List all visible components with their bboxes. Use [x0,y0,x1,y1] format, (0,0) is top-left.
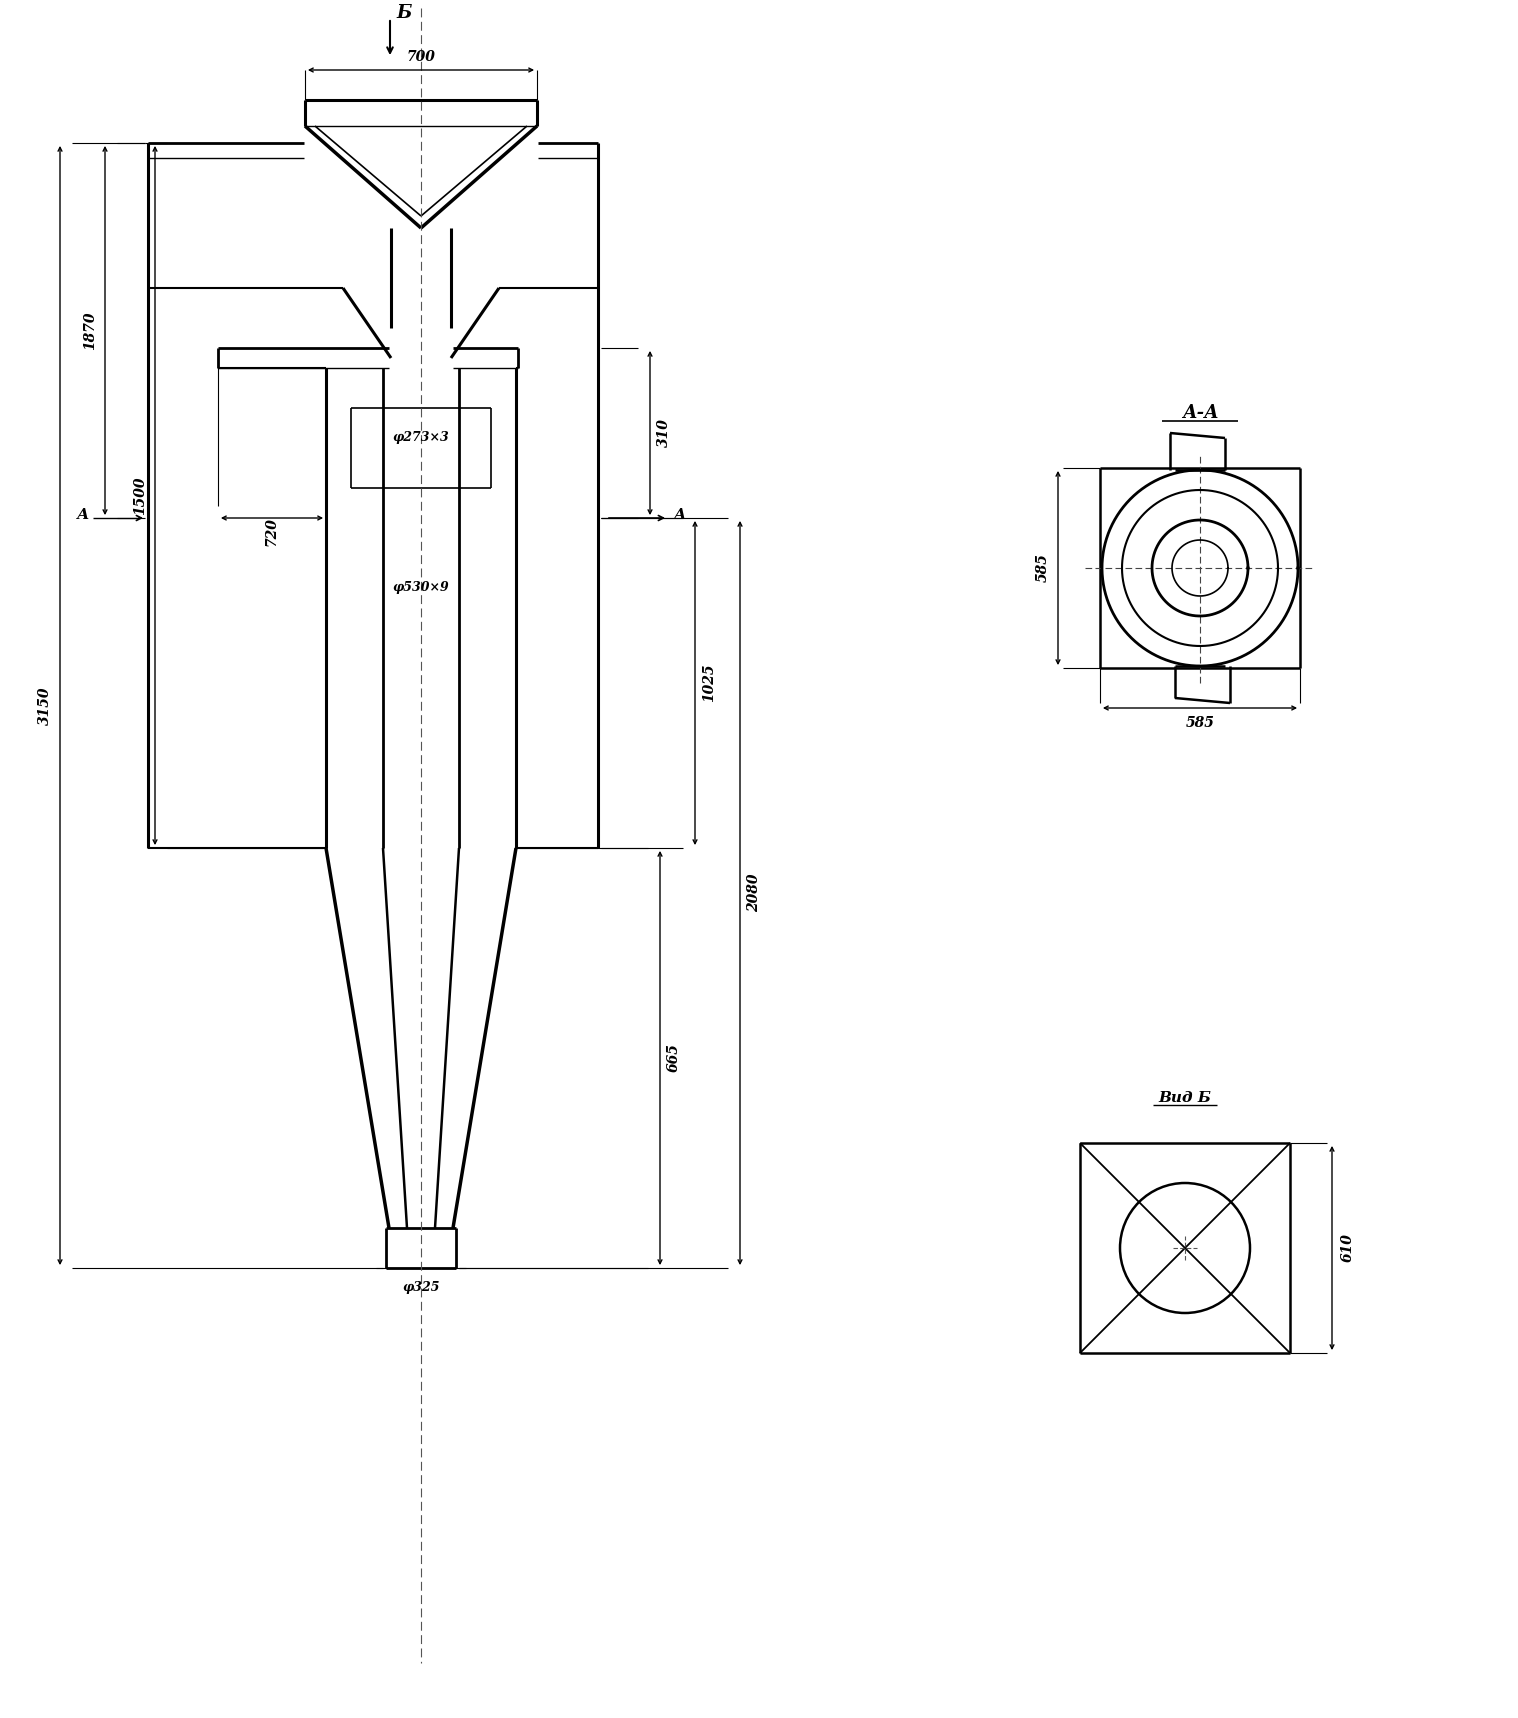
Text: А: А [674,509,686,522]
Text: 700: 700 [407,50,436,64]
Text: Б: Б [396,3,411,22]
Text: 3150: 3150 [38,685,52,725]
Text: А-А: А-А [1181,404,1219,423]
Text: φ325: φ325 [402,1282,440,1294]
Text: φ530×9: φ530×9 [393,581,449,594]
Text: 1870: 1870 [83,311,97,350]
Text: 585: 585 [1035,553,1050,582]
Text: 665: 665 [666,1043,682,1072]
Text: 720: 720 [266,517,279,546]
Text: φ273×3: φ273×3 [393,431,449,445]
Text: 1025: 1025 [701,663,716,703]
Text: 2080: 2080 [747,874,761,912]
Text: 1500: 1500 [134,476,147,515]
Text: А: А [77,509,90,522]
Text: 610: 610 [1340,1234,1356,1263]
Text: Вид Б: Вид Б [1158,1091,1211,1105]
Text: 585: 585 [1186,716,1214,730]
Text: 310: 310 [657,419,671,447]
